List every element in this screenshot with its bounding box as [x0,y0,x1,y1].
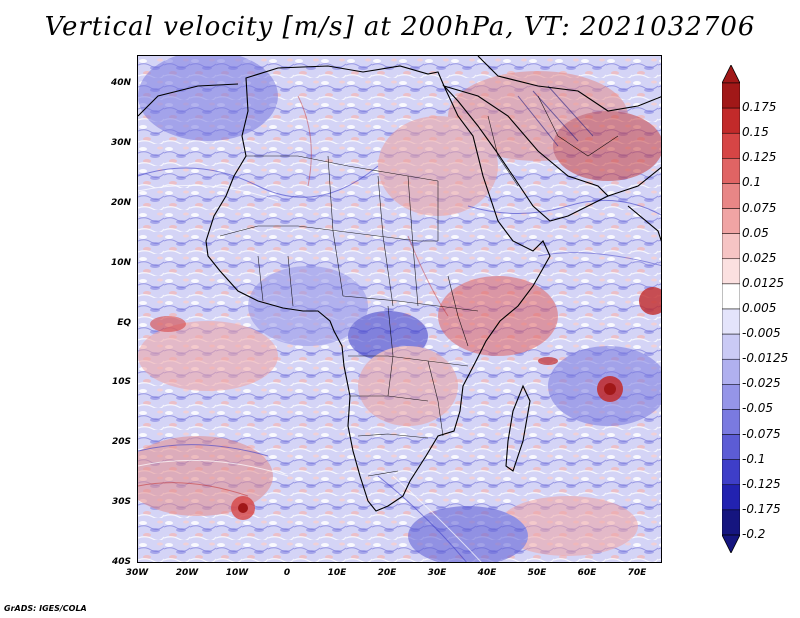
colorbar-label: -0.2 [742,527,766,541]
lat-label: 20N [110,198,131,208]
lat-label: 30N [110,138,131,148]
colorbar-segment [722,158,740,184]
colorbar-label: 0.125 [742,150,777,165]
colorbar-label: -0.025 [742,376,781,391]
colorbar-segment [722,384,740,410]
colorbar-segment [722,358,740,385]
lon-label: 10W [225,568,249,578]
lon-label: 60E [577,568,597,578]
chart-title: Vertical velocity [m/s] at 200hPa, VT: 2… [44,12,756,42]
colorbar-label: 0.005 [742,301,777,315]
lon-label: 0 [283,568,291,578]
colorbar-segment [722,233,740,260]
colorbar-arrow-bottom [722,534,740,553]
colorbar-segment [722,107,740,134]
lon-label: 70E [627,568,647,578]
colorbar-label: 0.025 [742,250,777,265]
colorbar-segment [722,484,740,511]
lat-label: EQ [117,318,131,328]
colorbar-segment [722,258,740,285]
colorbar-arrow-top [722,65,740,84]
map-panel [137,55,662,563]
field-shading [138,56,661,562]
colorbar-segment [722,308,740,335]
colorbar-segment [722,132,740,159]
colorbar-segment [722,183,740,209]
lat-label: 40N [110,78,131,88]
colorbar-label: -0.1 [742,451,766,466]
colorbar-segment [722,82,740,109]
colorbar-segment [722,409,740,435]
coastlines [138,56,661,512]
colorbar-segment [722,283,740,310]
colorbar-label: 0.1 [742,175,762,190]
colorbar-segment [722,459,740,486]
colorbar-label: 0.15 [742,125,769,140]
vortex-features [150,287,661,520]
lon-label: 30E [427,568,447,578]
colorbar-label: 0.05 [742,225,769,240]
colorbar-segment [722,208,740,234]
colorbar-label: 0.075 [742,200,777,215]
lat-label: 40S [111,557,131,567]
footer-credit: GrADS: IGES/COLA [4,604,87,613]
lon-label: 10E [327,568,347,578]
colorbar-label: -0.175 [742,501,781,516]
colorbar-segment [722,333,740,360]
lat-label: 10S [111,377,131,387]
colorbar-label: -0.075 [742,426,781,441]
lon-label: 50E [527,568,547,578]
colorbar-label: 0.0125 [742,275,784,290]
colorbar-label: -0.05 [742,401,774,416]
lon-label: 20W [175,568,199,578]
colorbar-segment [722,434,740,460]
lat-label: 10N [110,258,131,268]
colorbar [722,65,740,553]
colorbar-label: -0.0125 [742,351,789,366]
lat-label: 20S [111,437,131,447]
lon-label: 40E [477,568,497,578]
colorbar-segment [722,509,740,536]
colorbar-label: -0.005 [742,326,781,341]
lat-label: 30S [111,497,131,507]
colorbar-label: 0.175 [742,100,777,115]
country-borders [219,95,619,477]
lon-label: 20E [377,568,397,578]
streak-lines [138,85,661,562]
colorbar-label: -0.125 [742,476,781,491]
lon-label: 30W [125,568,149,578]
